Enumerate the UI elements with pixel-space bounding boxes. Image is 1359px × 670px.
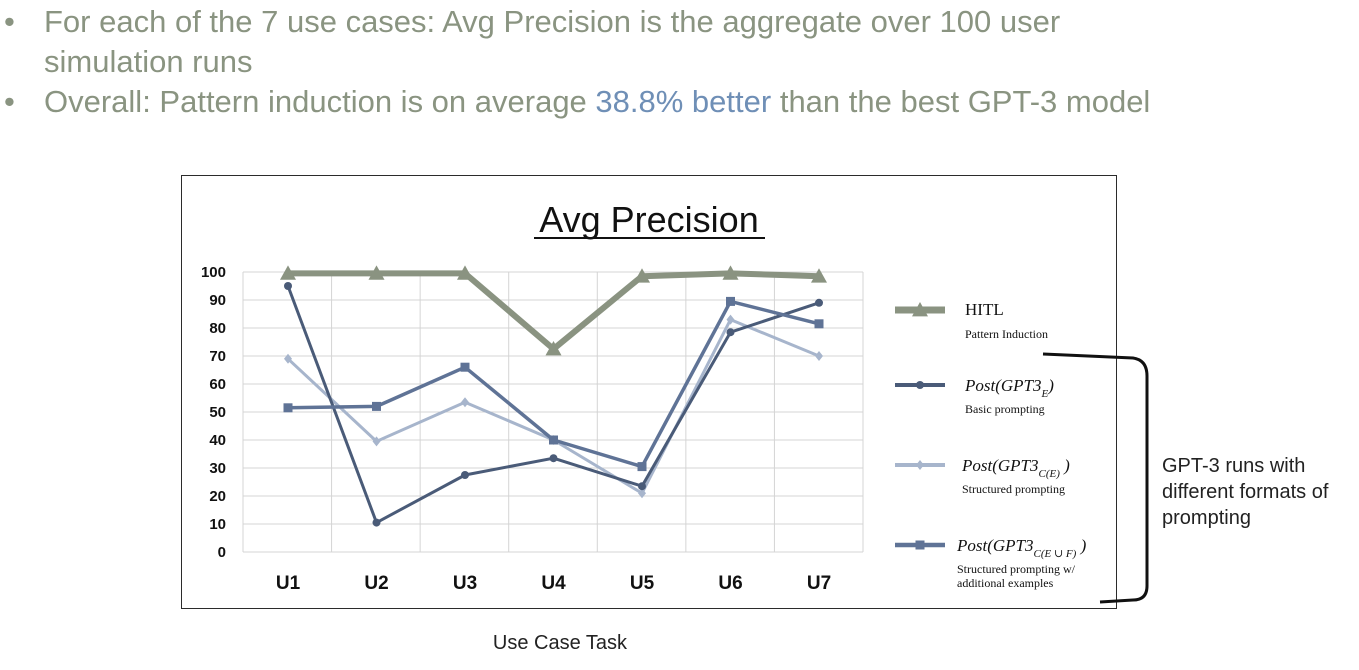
data-point-series-3: [638, 488, 646, 499]
data-point-series-4: [460, 362, 470, 372]
data-point-series-2: [284, 282, 292, 290]
bullet-1-line-2: simulation runs: [44, 44, 253, 79]
bullet-item-2: • Overall: Pattern induction is on avera…: [0, 82, 1359, 122]
legend-sublabel-1: Pattern Induction: [965, 327, 1048, 341]
chart-title: Avg Precision: [539, 199, 758, 240]
x-tick-label: U7: [807, 573, 831, 594]
legend-swatch-marker-4: [915, 540, 925, 550]
data-point-series-4: [283, 403, 293, 413]
data-point-series-3: [372, 436, 381, 447]
legend-label-2: Post(GPT3E): [964, 376, 1054, 400]
legend-label-4: Post(GPT3C(E ∪ F) ): [956, 536, 1087, 560]
chart-frame: [181, 175, 1117, 609]
x-tick-label: U4: [541, 573, 566, 594]
bullet-text-2: Overall: Pattern induction is on average…: [44, 82, 1150, 122]
y-tick-label: 0: [218, 544, 226, 561]
data-point-series-2: [461, 471, 469, 479]
data-point-series-1: [722, 265, 739, 280]
bullet-glyph: •: [4, 4, 15, 39]
bullet-text-1: For each of the 7 use cases: Avg Precisi…: [44, 2, 1060, 82]
legend-label-1: HITL: [965, 300, 1004, 319]
y-tick-label: 50: [209, 404, 226, 421]
data-point-series-1: [811, 268, 827, 283]
data-point-series-1: [280, 265, 296, 280]
data-point-series-4: [637, 462, 647, 472]
bullet-2-suffix: than the best GPT-3 model: [771, 84, 1151, 119]
y-tick-label: 40: [209, 432, 226, 449]
annotation-line-1: GPT-3 runs with: [1162, 455, 1306, 477]
series-line-2: [286, 285, 820, 525]
data-point-series-1: [545, 341, 562, 356]
bullet-glyph: •: [4, 84, 15, 119]
legend-sublabel-4: Structured prompting w/: [957, 562, 1076, 576]
y-tick-label: 10: [209, 516, 226, 533]
y-tick-label: 100: [201, 264, 226, 281]
x-tick-label: U3: [453, 573, 477, 594]
data-point-series-2: [638, 482, 646, 491]
series-line-1: [288, 270, 820, 352]
bullet-list: • For each of the 7 use cases: Avg Preci…: [0, 2, 1359, 122]
y-tick-label: 90: [209, 292, 226, 309]
legend-label-3: Post(GPT3C(E) ): [961, 456, 1070, 480]
x-axis-title: Use Case Task: [492, 632, 628, 654]
annotation-line-3: prompting: [1162, 507, 1251, 529]
legend-swatch-marker-3: [916, 460, 924, 470]
y-tick-label: 30: [209, 460, 226, 477]
x-tick-label: U6: [718, 573, 742, 594]
gpt3-runs-annotation: GPT-3 runs with different formats of pro…: [1162, 453, 1357, 531]
x-tick-label: U2: [364, 573, 388, 594]
data-point-series-4: [372, 401, 381, 411]
bullet-item-1: • For each of the 7 use cases: Avg Preci…: [0, 2, 1359, 82]
legend-swatch-marker-2: [916, 381, 924, 389]
data-point-series-4: [549, 435, 558, 445]
legend-sublabel-2: Basic prompting: [965, 402, 1045, 416]
data-point-series-3: [284, 353, 292, 364]
highlight-percentage: 38.8% better: [595, 84, 772, 119]
data-point-series-2: [726, 328, 735, 337]
x-tick-label: U1: [276, 573, 301, 594]
y-tick-label: 60: [209, 376, 226, 393]
data-point-series-4: [726, 296, 735, 306]
y-tick-label: 80: [209, 320, 226, 337]
data-point-series-3: [461, 397, 469, 408]
bullet-1-line-1: For each of the 7 use cases: Avg Precisi…: [44, 4, 1061, 39]
data-point-series-3: [815, 351, 823, 361]
x-tick-label: U5: [630, 573, 655, 594]
data-point-series-2: [815, 298, 823, 307]
annotation-line-2: different formats of: [1162, 481, 1329, 503]
y-tick-label: 70: [209, 348, 226, 365]
data-point-series-2: [549, 454, 558, 463]
bullet-2-prefix: Overall: Pattern induction is on average: [44, 84, 596, 119]
gpt3-bracket: [1042, 352, 1149, 604]
data-point-series-1: [457, 265, 473, 280]
data-point-series-2: [372, 518, 381, 527]
y-tick-label: 20: [209, 488, 226, 505]
data-point-series-3: [726, 314, 735, 325]
data-point-series-1: [634, 268, 650, 283]
data-point-series-1: [368, 265, 385, 280]
legend-sublabel-3: Structured prompting: [962, 482, 1065, 496]
legend-sublabel2-4: additional examples: [957, 576, 1054, 590]
data-point-series-4: [814, 319, 824, 329]
legend-swatch-marker-1: [912, 302, 928, 317]
